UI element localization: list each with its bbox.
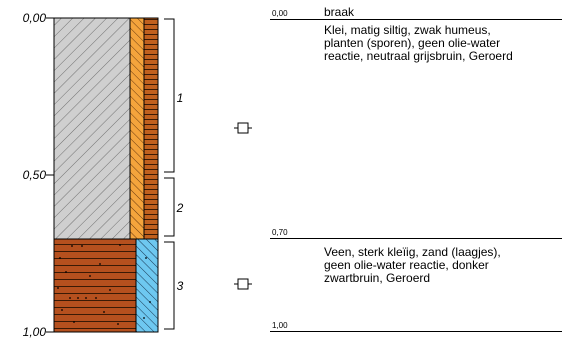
- description-line: planten (sporen), geen olie-water: [324, 36, 501, 50]
- sample-marker-icon: [234, 278, 252, 290]
- depth-label-top: 0,00: [22, 11, 46, 25]
- layer-description: Klei, matig siltig, zwak humeus, planten…: [324, 24, 560, 63]
- boundary-line: [270, 19, 562, 20]
- boundary-line: [270, 331, 562, 332]
- sample-marker-icon: [234, 122, 252, 134]
- description-line: Klei, matig siltig, zwak humeus,: [324, 23, 491, 37]
- column-segment-veen: [54, 239, 158, 332]
- boundary-depth-label: 1,00: [272, 321, 288, 330]
- boundary-line: [270, 238, 562, 239]
- boundary-depth-label: 0,00: [272, 9, 288, 18]
- layer-description-title: braak: [324, 5, 355, 19]
- description-line: reactie, neutraal grijsbruin, Geroerd: [324, 49, 513, 63]
- layer-brackets: [164, 18, 175, 330]
- depth-label-mid: 0,50: [22, 168, 46, 182]
- boundary-depth-label: 0,70: [272, 228, 288, 237]
- layer-number: 2: [176, 201, 184, 215]
- depth-axis: [46, 17, 54, 333]
- description-line: Veen, sterk kleïig, zand (laagjes),: [324, 245, 501, 259]
- description-line: geen olie-water reactie, donker: [324, 258, 489, 272]
- description-line: zwartbruin, Geroerd: [324, 271, 431, 285]
- layer-number: 1: [176, 91, 184, 105]
- depth-label-bottom: 1,00: [22, 325, 46, 339]
- layer-description: Veen, sterk kleïig, zand (laagjes), geen…: [324, 246, 560, 285]
- column-segment-klei: [54, 18, 158, 239]
- layer-number: 3: [176, 279, 184, 293]
